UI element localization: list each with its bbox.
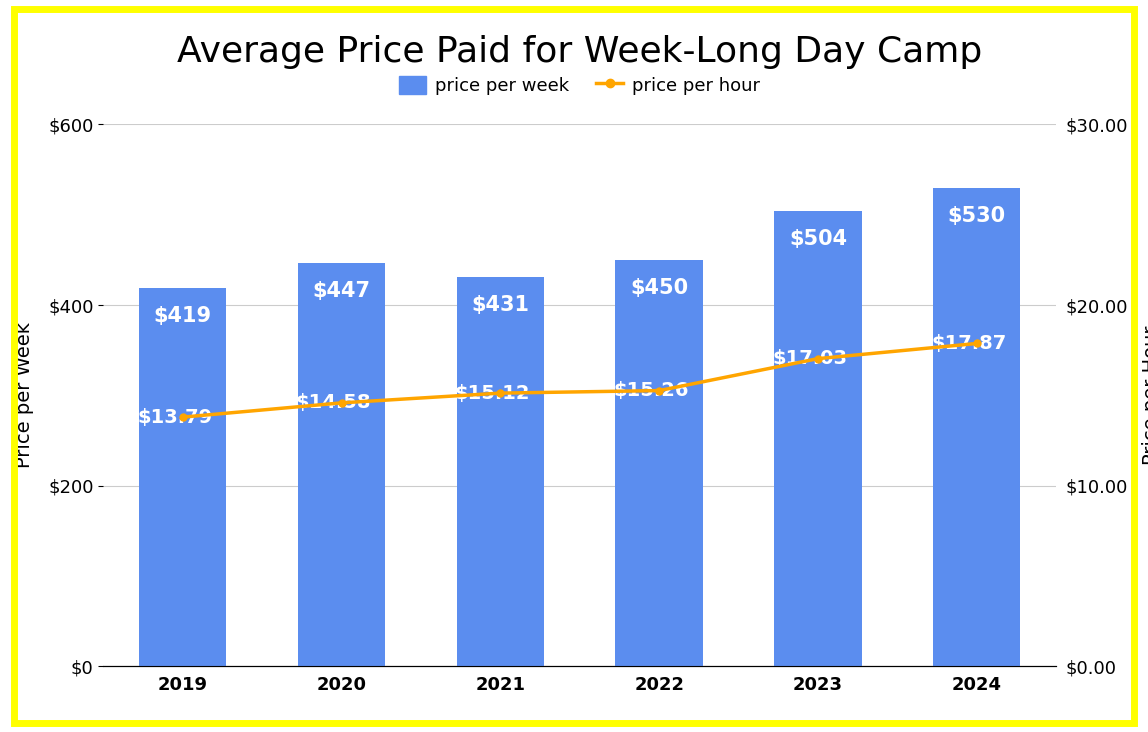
Text: $14.58: $14.58: [296, 393, 371, 412]
Text: $13.79: $13.79: [138, 408, 212, 427]
Text: $447: $447: [312, 280, 371, 301]
Text: $17.87: $17.87: [931, 334, 1007, 353]
Bar: [933, 187, 1021, 666]
Text: $15.26: $15.26: [613, 381, 689, 400]
Text: $431: $431: [472, 295, 529, 315]
Text: $450: $450: [630, 278, 688, 298]
Bar: [139, 288, 226, 666]
Y-axis label: Price per Hour: Price per Hour: [1142, 326, 1148, 465]
Text: $530: $530: [948, 206, 1006, 225]
Y-axis label: Price per Week: Price per Week: [15, 322, 34, 468]
Bar: [615, 260, 703, 666]
Bar: [457, 277, 544, 666]
Text: $504: $504: [789, 229, 847, 249]
Text: $15.12: $15.12: [455, 384, 530, 403]
Legend: price per week, price per hour: price per week, price per hour: [391, 69, 768, 102]
Bar: [774, 211, 862, 666]
Text: $419: $419: [154, 306, 211, 326]
Title: Average Price Paid for Week-Long Day Camp: Average Price Paid for Week-Long Day Cam…: [177, 35, 983, 69]
Text: $17.03: $17.03: [773, 349, 847, 368]
Bar: [297, 263, 386, 666]
